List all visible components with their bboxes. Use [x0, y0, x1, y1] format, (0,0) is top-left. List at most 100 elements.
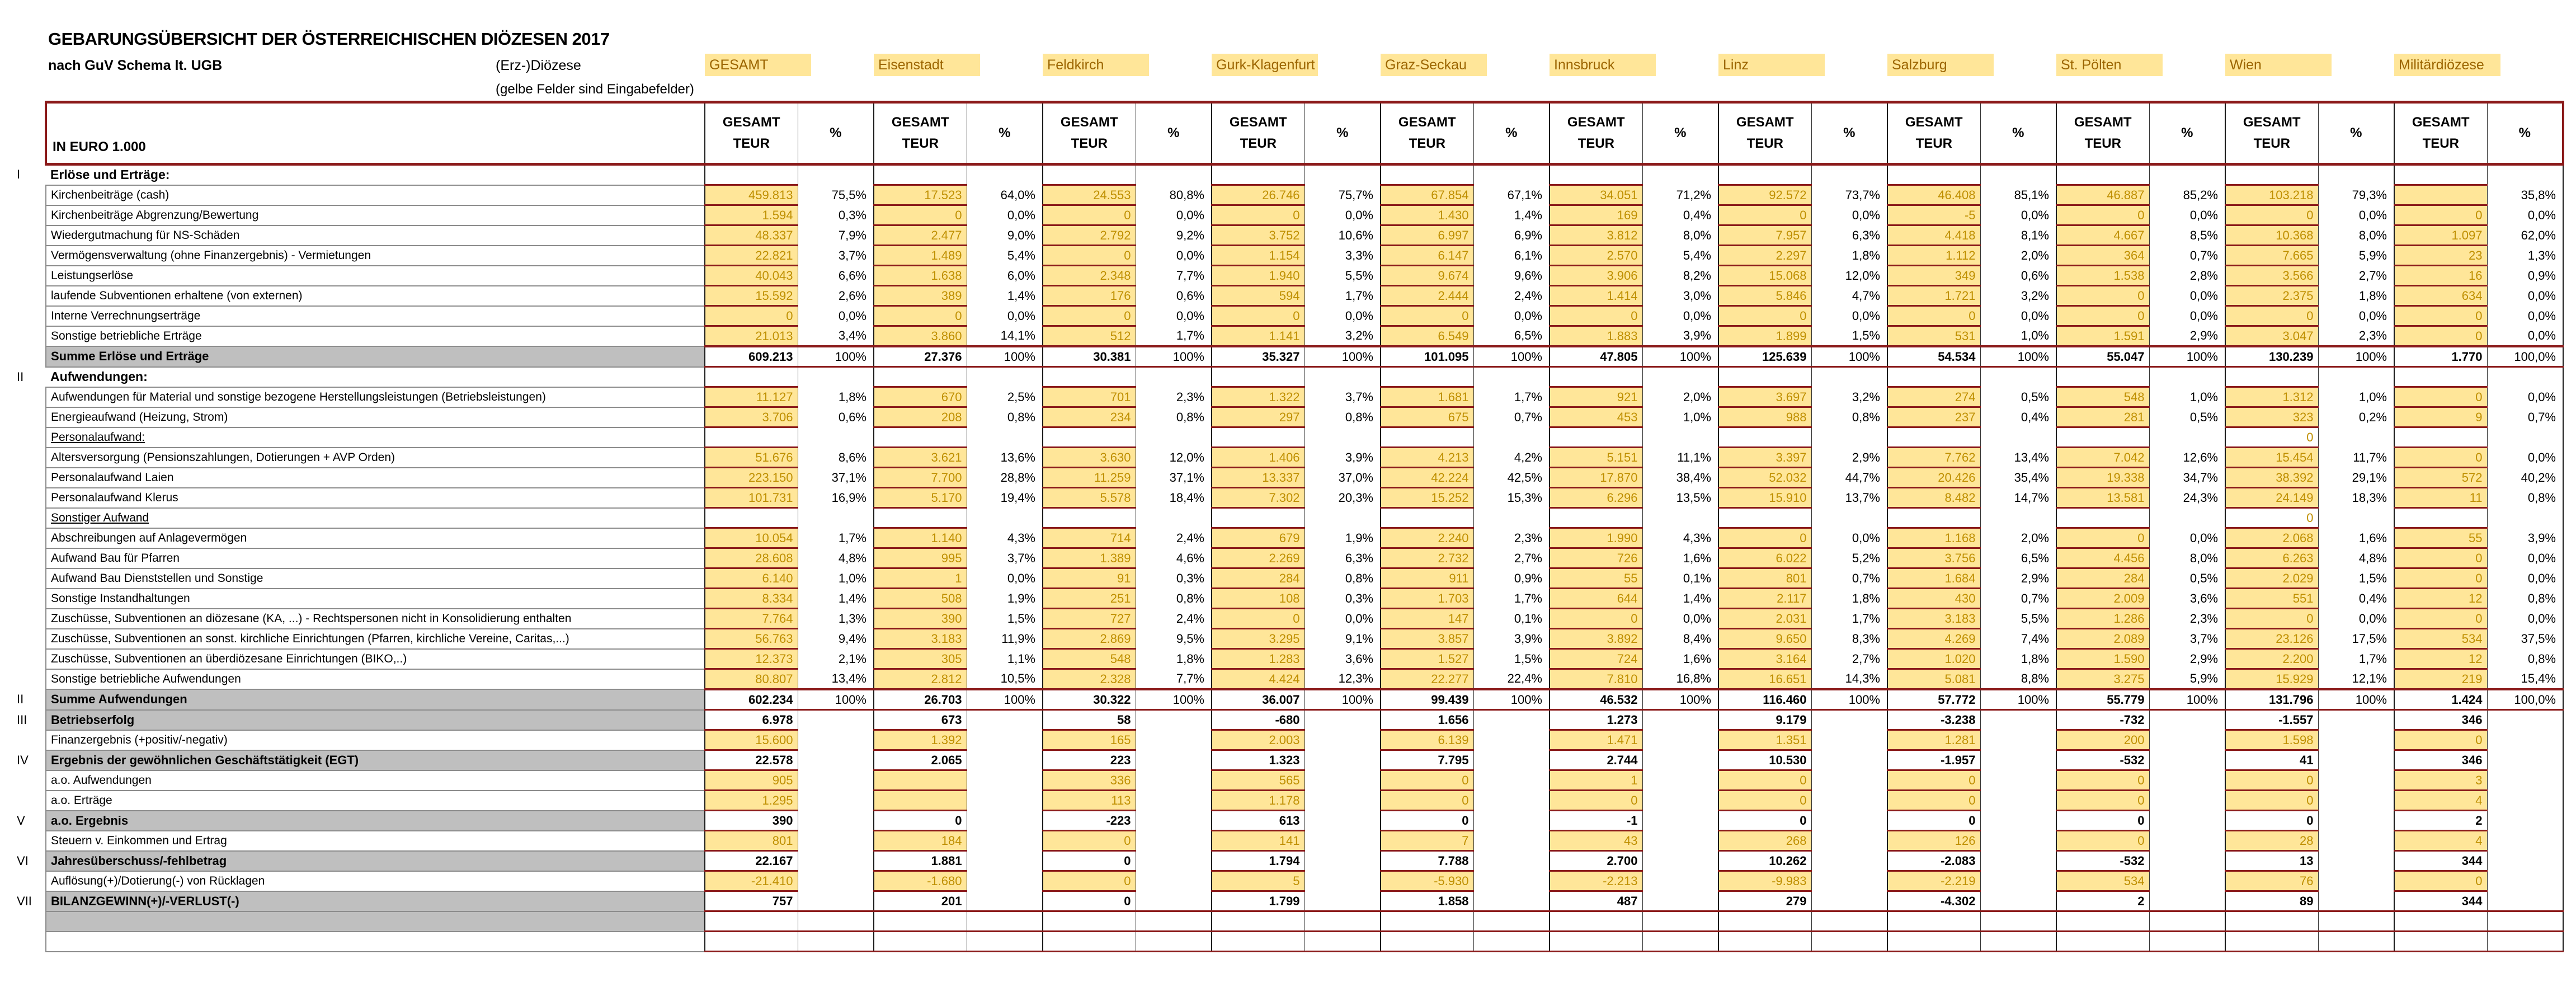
value-cell[interactable]: 1.141	[1211, 325, 1305, 347]
value-cell[interactable]: 911	[1380, 567, 1474, 589]
value-cell[interactable]: 531	[1887, 325, 1981, 347]
value-cell[interactable]: 0	[2394, 608, 2488, 629]
value-cell[interactable]: 17.870	[1549, 467, 1643, 488]
value-cell[interactable]: 3.164	[1718, 648, 1812, 670]
value-cell[interactable]: 670	[873, 386, 967, 408]
value-cell[interactable]: -5	[1887, 204, 1981, 226]
value-cell[interactable]: 1.097	[2394, 224, 2488, 246]
value-cell[interactable]: 675	[1380, 406, 1474, 428]
value-cell[interactable]: 0	[2394, 204, 2488, 226]
value-cell[interactable]: 1.638	[873, 265, 967, 286]
value-cell[interactable]: 323	[2225, 406, 2319, 428]
value-cell[interactable]: 1.168	[1887, 527, 1981, 549]
value-cell[interactable]: 0	[2225, 305, 2319, 327]
value-cell[interactable]: 1.389	[1042, 547, 1136, 569]
value-cell[interactable]: 0	[1211, 305, 1305, 327]
value-cell[interactable]: 176	[1042, 285, 1136, 307]
value-cell[interactable]: 52.032	[1718, 467, 1812, 488]
value-cell[interactable]: 28	[2225, 830, 2319, 852]
value-cell[interactable]: 3.860	[873, 325, 967, 347]
value-cell[interactable]: 28.608	[704, 547, 798, 569]
value-cell[interactable]: 1.527	[1380, 648, 1474, 670]
value-cell[interactable]: 1.281	[1887, 729, 1981, 751]
value-cell[interactable]: 10.054	[704, 527, 798, 549]
value-cell[interactable]: 23	[2394, 245, 2488, 266]
value-cell[interactable]: 1.594	[704, 204, 798, 226]
value-cell[interactable]: 101.731	[704, 487, 798, 509]
value-cell[interactable]: 91	[1042, 567, 1136, 589]
value-cell[interactable]: 1.471	[1549, 729, 1643, 751]
value-cell[interactable]: 223.150	[704, 467, 798, 488]
value-cell[interactable]: 2.089	[2056, 628, 2150, 650]
value-cell[interactable]: 1.681	[1380, 386, 1474, 408]
value-cell[interactable]: 13.581	[2056, 487, 2150, 509]
value-cell[interactable]: 3.621	[873, 446, 967, 468]
value-cell[interactable]: 16.651	[1718, 668, 1812, 690]
value-cell[interactable]: 0	[1211, 608, 1305, 629]
value-cell[interactable]: 11.127	[704, 386, 798, 408]
value-cell[interactable]: 219	[2394, 668, 2488, 690]
value-cell[interactable]: 268	[1718, 830, 1812, 852]
value-cell[interactable]: 0	[2056, 204, 2150, 226]
value-cell[interactable]: 548	[1042, 648, 1136, 670]
value-cell[interactable]: 184	[873, 830, 967, 852]
value-cell[interactable]: 801	[704, 830, 798, 852]
value-cell[interactable]: 76	[2225, 870, 2319, 892]
value-cell[interactable]: 234	[1042, 406, 1136, 428]
value-cell[interactable]: 4.418	[1887, 224, 1981, 246]
value-cell[interactable]: 0	[1042, 305, 1136, 327]
diocese-name-cell[interactable]: Wien	[2225, 54, 2332, 76]
value-cell[interactable]: 2.812	[873, 668, 967, 690]
value-cell[interactable]: 0	[2225, 789, 2319, 811]
value-cell[interactable]: 336	[1042, 769, 1136, 791]
value-cell[interactable]: 1	[1549, 769, 1643, 791]
value-cell[interactable]: 169	[1549, 204, 1643, 226]
value-cell[interactable]: 5.081	[1887, 668, 1981, 690]
value-cell[interactable]: 21.013	[704, 325, 798, 347]
value-cell[interactable]: 12	[2394, 648, 2488, 670]
value-cell[interactable]: 3.630	[1042, 446, 1136, 468]
value-cell[interactable]: 15.910	[1718, 487, 1812, 509]
value-cell[interactable]: 16	[2394, 265, 2488, 286]
value-cell[interactable]: 349	[1887, 265, 1981, 286]
value-cell[interactable]: 1.351	[1718, 729, 1812, 751]
value-cell[interactable]: 4.269	[1887, 628, 1981, 650]
value-cell[interactable]: 12	[2394, 587, 2488, 609]
value-cell[interactable]: 0	[2394, 729, 2488, 751]
value-cell[interactable]: 1.154	[1211, 245, 1305, 266]
diocese-name-cell[interactable]: Innsbruck	[1550, 54, 1656, 76]
value-cell[interactable]: 0	[1718, 769, 1812, 791]
value-cell[interactable]: 1	[873, 567, 967, 589]
value-cell[interactable]: 141	[1211, 830, 1305, 852]
value-cell[interactable]: 297	[1211, 406, 1305, 428]
value-cell[interactable]: 2.477	[873, 224, 967, 246]
value-cell[interactable]: 4.424	[1211, 668, 1305, 690]
value-cell[interactable]: 55	[1549, 567, 1643, 589]
value-cell[interactable]: 3.857	[1380, 628, 1474, 650]
value-cell[interactable]: 26.746	[1211, 184, 1305, 206]
value-cell[interactable]: 0	[2394, 325, 2488, 347]
value-cell[interactable]: 126	[1887, 830, 1981, 852]
value-cell[interactable]: 2.240	[1380, 527, 1474, 549]
value-cell[interactable]: 2.444	[1380, 285, 1474, 307]
value-cell[interactable]: 7.764	[704, 608, 798, 629]
value-cell[interactable]: 0	[2056, 789, 2150, 811]
value-cell[interactable]: 43	[1549, 830, 1643, 852]
value-cell[interactable]: 6.147	[1380, 245, 1474, 266]
value-cell[interactable]: 147	[1380, 608, 1474, 629]
value-cell[interactable]: 0	[2056, 285, 2150, 307]
value-cell[interactable]: 1.591	[2056, 325, 2150, 347]
value-cell[interactable]: 1.721	[1887, 285, 1981, 307]
value-cell[interactable]: 572	[2394, 467, 2488, 488]
value-cell[interactable]: 1.283	[1211, 648, 1305, 670]
value-cell[interactable]: 1.899	[1718, 325, 1812, 347]
value-cell[interactable]: 2.117	[1718, 587, 1812, 609]
value-cell[interactable]: 0	[704, 305, 798, 327]
value-cell[interactable]: 8.334	[704, 587, 798, 609]
value-cell[interactable]: 4.667	[2056, 224, 2150, 246]
value-cell[interactable]: 1.112	[1887, 245, 1981, 266]
value-cell[interactable]: 988	[1718, 406, 1812, 428]
value-cell[interactable]: 1.392	[873, 729, 967, 751]
value-cell[interactable]: 6.022	[1718, 547, 1812, 569]
diocese-name-cell[interactable]: Militärdiözese	[2394, 54, 2500, 76]
